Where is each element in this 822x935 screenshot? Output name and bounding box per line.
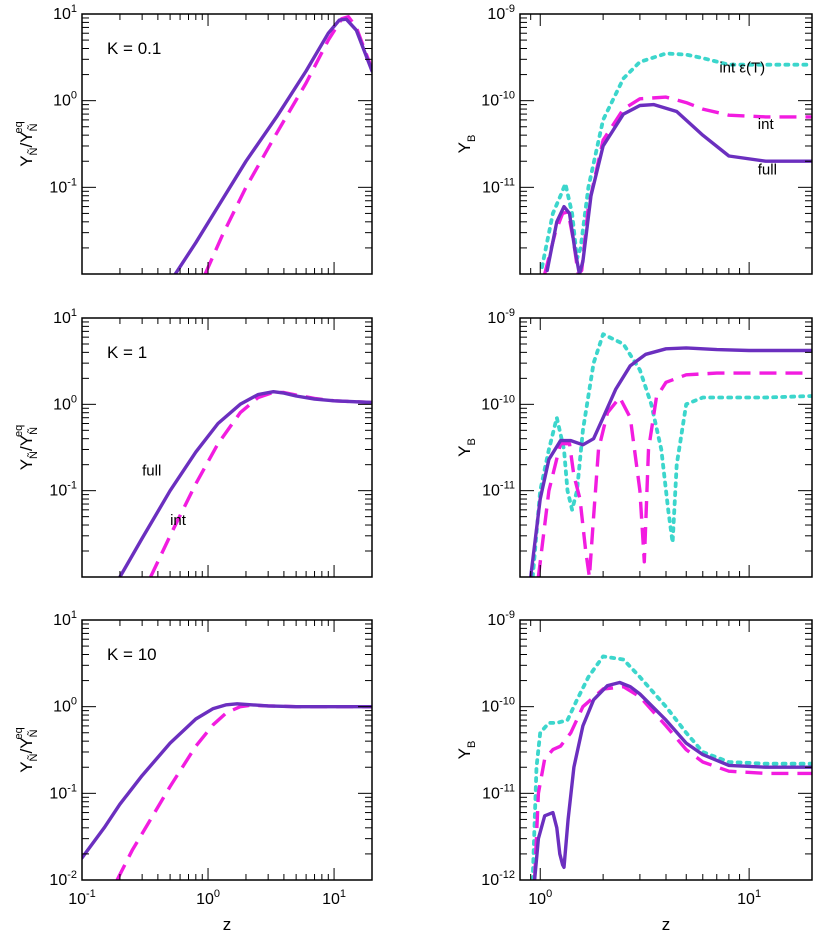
- panel-yb-k01: 10-11 10-10 10-9 YB int ε(T) int full: [455, 3, 813, 275]
- ticks: [519, 317, 813, 578]
- y-tick-label: 10-10: [481, 90, 515, 110]
- series-full-line: [82, 702, 372, 860]
- series-int-line: [532, 685, 812, 880]
- y-tick-label: 10-9: [487, 3, 515, 23]
- series-group: [118, 390, 372, 577]
- x-axis-label: z: [662, 915, 671, 934]
- plot-frame: [81, 619, 373, 881]
- x-axis-label: z: [223, 915, 232, 934]
- y-tick-label: 10-1: [49, 782, 77, 802]
- series-group: [529, 332, 812, 577]
- series-int-line: [536, 371, 812, 577]
- panel-ratio-k1: 10-1 100 101 YÑ/YÑeq K = 1 full int: [13, 307, 373, 578]
- y-tick-label: 10-11: [482, 480, 515, 500]
- y-tick-label: 10-12: [481, 869, 515, 889]
- y-tick-label: 10-1: [49, 480, 77, 500]
- series-int-line: [543, 95, 812, 274]
- y-axis-label: YÑ/YÑeq: [13, 727, 40, 773]
- series-full-line: [529, 346, 812, 577]
- series-int-line: [149, 390, 372, 577]
- y-axis-label: YB: [455, 741, 478, 760]
- plot-frame: [81, 317, 373, 578]
- y-tick-label: 10-10: [481, 393, 515, 413]
- y-axis-label: YB: [455, 135, 478, 154]
- ticks: [519, 619, 813, 881]
- y-tick-label: 10-9: [487, 307, 515, 327]
- ticks: [519, 13, 813, 275]
- y-tick-label: 101: [53, 307, 77, 327]
- series-group: [173, 15, 372, 274]
- series-full-line: [532, 680, 812, 880]
- y-tick-label: 10-1: [49, 176, 77, 196]
- panel-yb-k1: 10-11 10-10 10-9 YB: [455, 307, 813, 578]
- y-tick-label: 100: [53, 393, 77, 413]
- series-group: [530, 654, 812, 880]
- y-tick-label: 101: [53, 3, 77, 23]
- series-full-line: [545, 102, 812, 274]
- x-tick-label: 10-1: [68, 888, 96, 908]
- y-tick-label: 100: [53, 696, 77, 716]
- y-axis-label: YB: [455, 438, 478, 457]
- series-intt-line: [530, 332, 812, 577]
- k-annotation: K = 10: [107, 645, 157, 664]
- plot-frame: [519, 317, 813, 578]
- curve-label: int ε(T): [719, 60, 765, 77]
- series-group: [82, 702, 372, 880]
- y-axis-label: YÑ/YÑeq: [13, 121, 40, 167]
- series-group: [540, 51, 812, 274]
- x-tick-label: 100: [196, 888, 220, 908]
- series-full-line: [118, 390, 372, 577]
- y-tick-label: 10-11: [482, 176, 515, 196]
- x-tick-label: 100: [528, 888, 552, 908]
- y-axis-label: YÑ/YÑeq: [13, 425, 40, 471]
- panel-ratio-k01: 10-1 100 101 YÑ/YÑeq K = 0.1: [13, 3, 373, 275]
- y-tick-label: 100: [53, 90, 77, 110]
- y-tick-label: 10-10: [481, 696, 515, 716]
- curve-label: int: [170, 512, 187, 529]
- x-tick-label: 101: [322, 888, 346, 908]
- series-intt-line: [540, 51, 812, 270]
- curve-label: full: [142, 462, 161, 479]
- k-annotation: K = 1: [107, 343, 147, 362]
- x-tick-label: 101: [737, 888, 761, 908]
- curve-label: int: [758, 116, 775, 133]
- y-tick-label: 10-2: [49, 869, 77, 889]
- series-int-line: [115, 703, 372, 880]
- y-tick-label: 10-9: [487, 609, 515, 629]
- series-full-line: [173, 17, 372, 274]
- y-tick-label: 10-11: [482, 782, 515, 802]
- curve-label: full: [758, 162, 777, 179]
- plot-frame: [519, 13, 813, 275]
- y-tick-label: 101: [53, 609, 77, 629]
- series-int-line: [203, 15, 372, 274]
- panel-yb-k10: 10-12 10-11 10-10 10-9 100 101 z YB: [455, 609, 813, 934]
- plot-frame: [519, 619, 813, 881]
- k-annotation: K = 0.1: [107, 39, 161, 58]
- series-intt-line: [530, 654, 812, 880]
- plot-frame: [81, 13, 373, 275]
